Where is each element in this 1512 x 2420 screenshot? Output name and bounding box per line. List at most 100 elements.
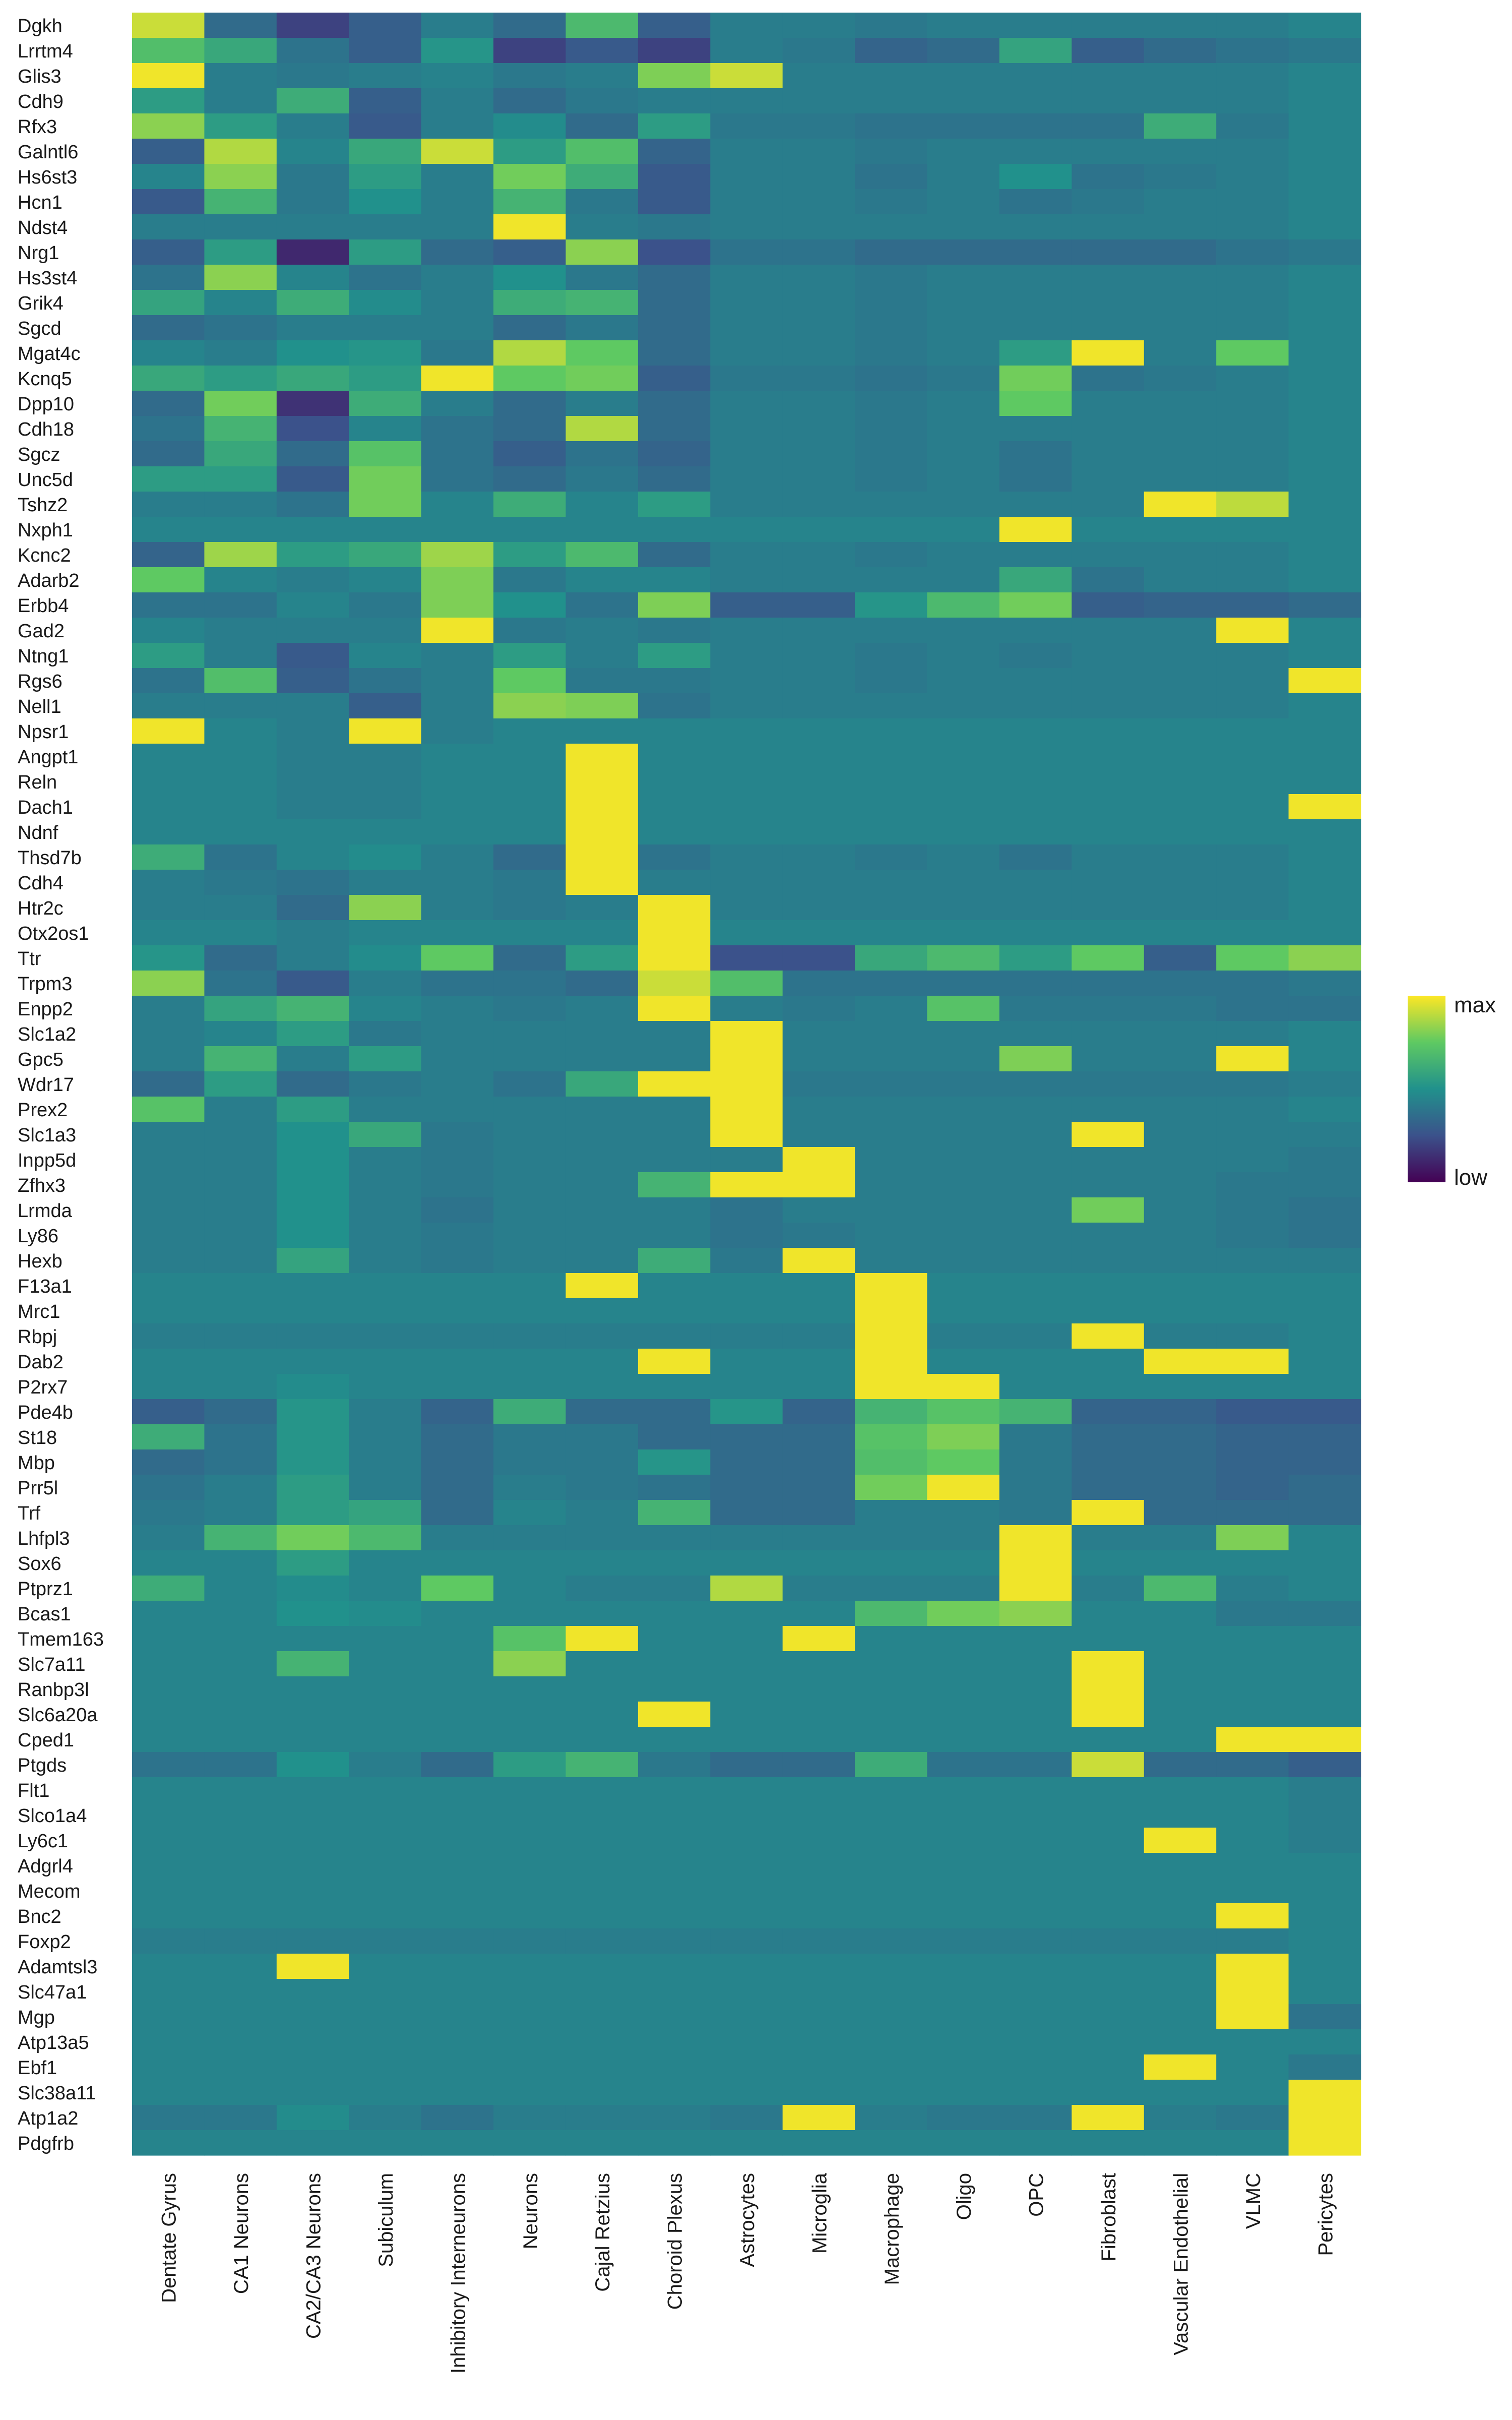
heatmap-cell-wdr17-opc	[999, 1071, 1072, 1097]
heatmap-cell-dpp10-astrocytes	[710, 391, 783, 416]
row-label-st18: St18	[18, 1427, 57, 1448]
heatmap-cell-slc7a11-subiculum	[349, 1651, 422, 1677]
heatmap-cell-ndnf-vascular-endothelial	[1144, 819, 1217, 845]
heatmap-cell-adamtsl3-neurons	[493, 1954, 566, 1979]
heatmap-cell-unc5d-cajal-retzius	[565, 466, 639, 492]
heatmap-cell-nrg1-choroid-plexus	[638, 239, 711, 265]
heatmap-cell-otx2os1-microglia	[782, 920, 855, 946]
heatmap-cell-slco1a4-macrophage	[855, 1802, 928, 1828]
heatmap-cell-wdr17-choroid-plexus	[638, 1071, 711, 1097]
heatmap-cell-ly6c1-inhibitory-interneurons	[421, 1828, 494, 1853]
heatmap-cell-hs6st3-opc	[999, 164, 1072, 190]
heatmap-cell-prr5l-oligo	[927, 1475, 1000, 1500]
heatmap-cell-cdh9-fibroblast	[1072, 88, 1145, 114]
row-label-rfx3: Rfx3	[18, 116, 57, 138]
legend-min-label: low	[1454, 1165, 1487, 1190]
row-label-adamtsl3: Adamtsl3	[18, 1957, 97, 1978]
heatmap-cell-trpm3-dentate-gyrus	[132, 971, 205, 996]
heatmap-cell-npsr1-inhibitory-interneurons	[421, 718, 494, 744]
heatmap-cell-dpp10-fibroblast	[1072, 391, 1145, 416]
heatmap-cell-hs3st4-dentate-gyrus	[132, 265, 205, 290]
heatmap-cell-adarb2-ca2-ca3-neurons	[276, 567, 349, 593]
heatmap-cell-bcas1-cajal-retzius	[565, 1601, 639, 1626]
heatmap-cell-lrrtm4-ca1-neurons	[204, 38, 277, 64]
heatmap-cell-mbp-oligo	[927, 1449, 1000, 1475]
heatmap-cell-slc6a20a-macrophage	[855, 1702, 928, 1727]
heatmap-cell-angpt1-vascular-endothelial	[1144, 744, 1217, 769]
heatmap-cell-ebf1-astrocytes	[710, 2054, 783, 2080]
heatmap-cell-tshz2-ca2-ca3-neurons	[276, 492, 349, 517]
heatmap-cell-prr5l-subiculum	[349, 1475, 422, 1500]
heatmap-cell-hexb-subiculum	[349, 1248, 422, 1274]
heatmap-cell-ttr-pericytes	[1288, 945, 1361, 971]
heatmap-cell-f13a1-opc	[999, 1273, 1072, 1299]
heatmap-cell-kcnq5-choroid-plexus	[638, 366, 711, 391]
heatmap-cell-htr2c-pericytes	[1288, 895, 1361, 921]
heatmap-cell-hs3st4-subiculum	[349, 265, 422, 290]
heatmap-cell-wdr17-microglia	[782, 1071, 855, 1097]
heatmap-cell-ptprz1-oligo	[927, 1576, 1000, 1601]
heatmap-cell-glis3-cajal-retzius	[565, 63, 639, 89]
heatmap-cell-atp13a5-neurons	[493, 2029, 566, 2055]
heatmap-cell-f13a1-vlmc	[1216, 1273, 1289, 1299]
heatmap-cell-prex2-oligo	[927, 1097, 1000, 1122]
heatmap-cell-dpp10-ca1-neurons	[204, 391, 277, 416]
heatmap-cell-reln-microglia	[782, 769, 855, 795]
heatmap-cell-cdh9-ca1-neurons	[204, 88, 277, 114]
heatmap-cell-st18-ca1-neurons	[204, 1424, 277, 1450]
heatmap-cell-sgcz-macrophage	[855, 441, 928, 467]
heatmap-cell-trf-microglia	[782, 1500, 855, 1526]
heatmap-cell-slc6a20a-inhibitory-interneurons	[421, 1702, 494, 1727]
heatmap-cell-ndnf-pericytes	[1288, 819, 1361, 845]
heatmap-cell-ranbp3l-ca2-ca3-neurons	[276, 1676, 349, 1702]
heatmap-cell-sox6-vlmc	[1216, 1550, 1289, 1576]
heatmap-cell-rbpj-ca2-ca3-neurons	[276, 1323, 349, 1349]
heatmap-cell-bcas1-vascular-endothelial	[1144, 1601, 1217, 1626]
heatmap-cell-mgat4c-ca2-ca3-neurons	[276, 340, 349, 366]
heatmap-cell-kcnq5-microglia	[782, 366, 855, 391]
heatmap-cell-slc47a1-ca1-neurons	[204, 1979, 277, 2005]
heatmap-cell-rgs6-macrophage	[855, 668, 928, 694]
heatmap-cell-mgat4c-astrocytes	[710, 340, 783, 366]
heatmap-cell-kcnq5-neurons	[493, 366, 566, 391]
heatmap-cell-mrc1-pericytes	[1288, 1298, 1361, 1324]
column-label-microglia: Microglia	[808, 2172, 831, 2254]
heatmap-cell-rbpj-dentate-gyrus	[132, 1323, 205, 1349]
heatmap-cell-sox6-neurons	[493, 1550, 566, 1576]
heatmap-cell-ebf1-subiculum	[349, 2054, 422, 2080]
row-label-hs3st4: Hs3st4	[18, 268, 77, 289]
heatmap-cell-erbb4-macrophage	[855, 592, 928, 618]
heatmap-cell-enpp2-dentate-gyrus	[132, 996, 205, 1021]
heatmap-cell-atp13a5-choroid-plexus	[638, 2029, 711, 2055]
heatmap-cell-htr2c-vlmc	[1216, 895, 1289, 921]
heatmap-cell-slc1a3-neurons	[493, 1122, 566, 1147]
heatmap-cell-mecom-ca1-neurons	[204, 1878, 277, 1904]
heatmap-cell-slc38a11-oligo	[927, 2080, 1000, 2105]
heatmap-cell-p2rx7-vlmc	[1216, 1374, 1289, 1400]
heatmap-cell-grik4-cajal-retzius	[565, 290, 639, 316]
heatmap-cell-adarb2-subiculum	[349, 567, 422, 593]
heatmap-cell-htr2c-neurons	[493, 895, 566, 921]
heatmap-cell-adarb2-ca1-neurons	[204, 567, 277, 593]
heatmap-cell-slc1a2-subiculum	[349, 1021, 422, 1047]
heatmap-cell-rfx3-neurons	[493, 113, 566, 139]
heatmap-cell-slc6a20a-choroid-plexus	[638, 1702, 711, 1727]
heatmap-cell-bnc2-vlmc	[1216, 1903, 1289, 1929]
heatmap-cell-kcnc2-choroid-plexus	[638, 542, 711, 568]
heatmap-cell-mgp-astrocytes	[710, 2004, 783, 2030]
row-label-zfhx3: Zfhx3	[18, 1175, 66, 1196]
heatmap-cell-slc38a11-neurons	[493, 2080, 566, 2105]
heatmap-cell-ranbp3l-vascular-endothelial	[1144, 1676, 1217, 1702]
heatmap-cell-inpp5d-astrocytes	[710, 1147, 783, 1173]
heatmap-cell-otx2os1-neurons	[493, 920, 566, 946]
heatmap-cell-cped1-cajal-retzius	[565, 1727, 639, 1752]
heatmap-cell-zfhx3-microglia	[782, 1172, 855, 1198]
heatmap-cell-reln-opc	[999, 769, 1072, 795]
heatmap-cell-glis3-subiculum	[349, 63, 422, 89]
row-label-cdh4: Cdh4	[18, 873, 64, 894]
heatmap-cell-lhfpl3-dentate-gyrus	[132, 1525, 205, 1551]
heatmap-cell-cdh4-macrophage	[855, 870, 928, 895]
heatmap-cell-slc38a11-macrophage	[855, 2080, 928, 2105]
row-label-f13a1: F13a1	[18, 1276, 72, 1297]
